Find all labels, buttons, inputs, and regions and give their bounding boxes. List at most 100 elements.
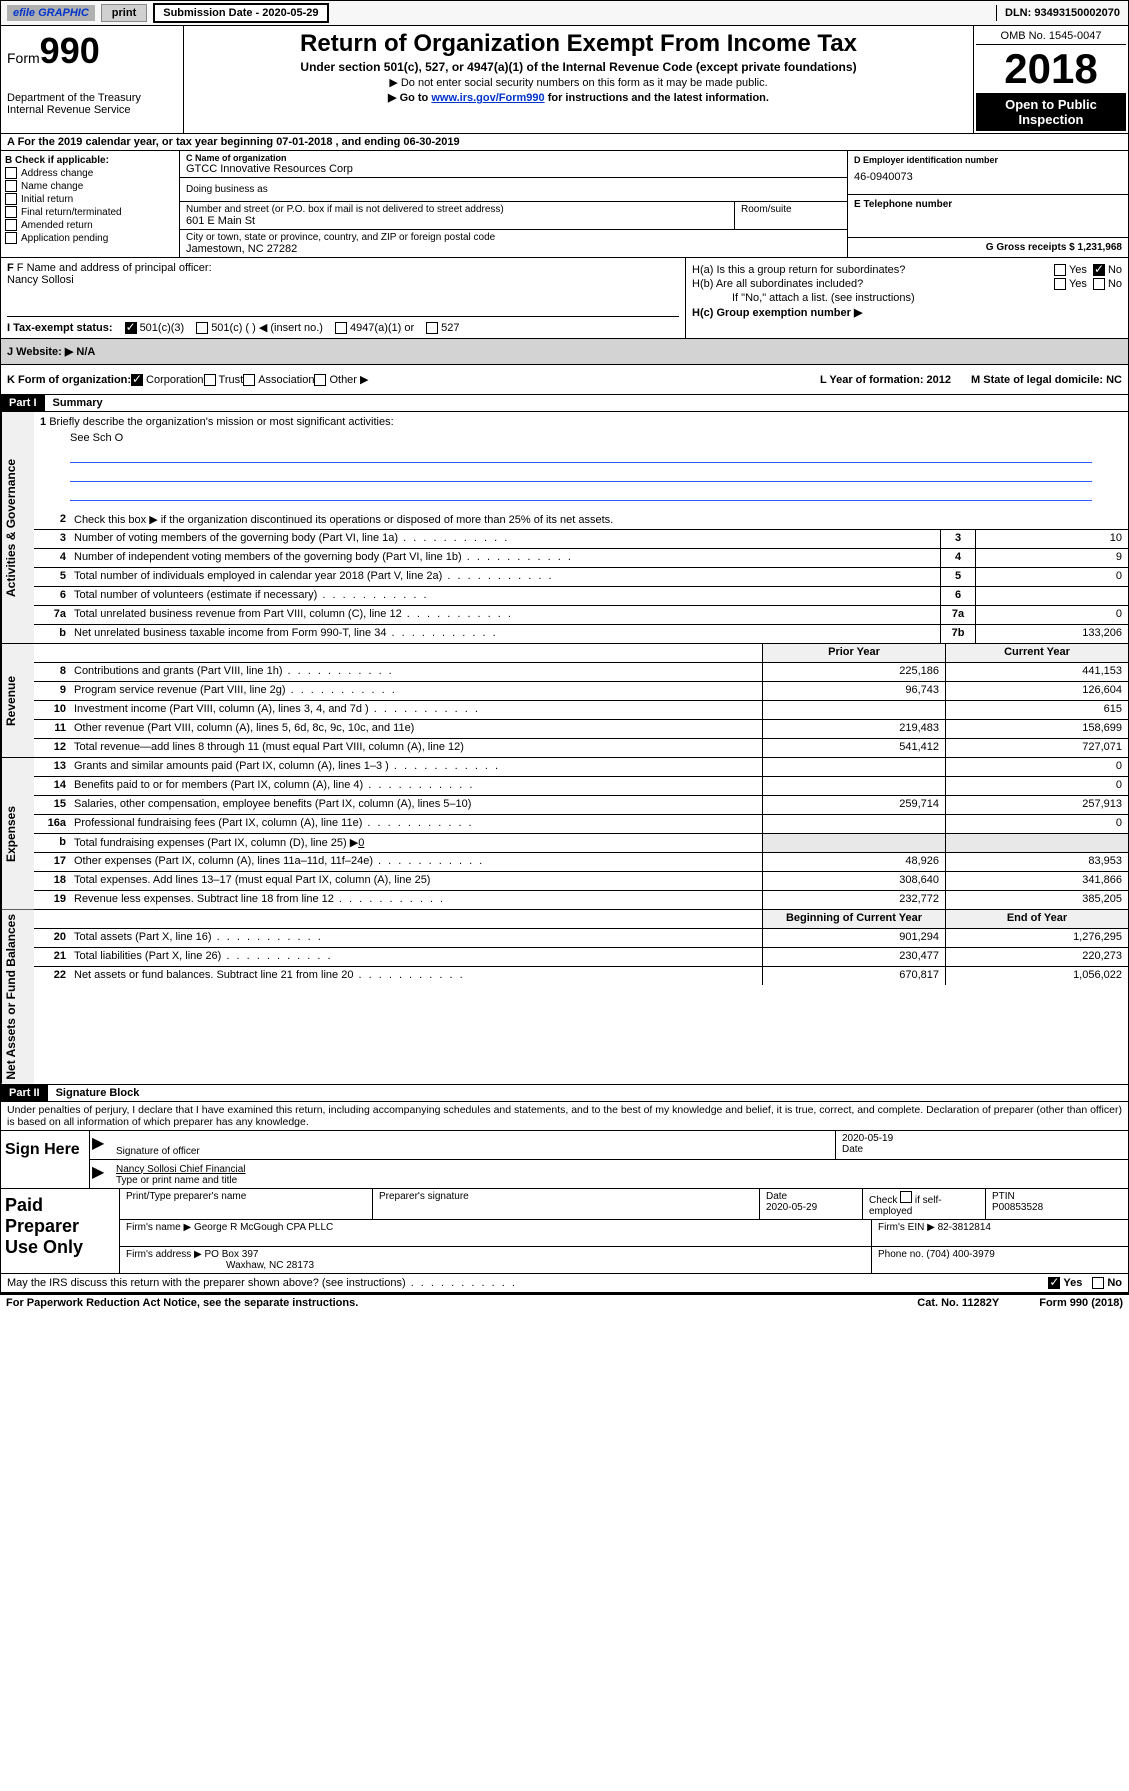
chk-501c3[interactable] [125,322,137,334]
line16b: Total fundraising expenses (Part IX, col… [70,834,762,852]
ein-label: D Employer identification number [854,155,1122,165]
side-governance: Activities & Governance [1,412,34,643]
line21: Total liabilities (Part X, line 26) [70,948,762,966]
year-formation: L Year of formation: 2012 [820,374,951,386]
print-button[interactable]: print [101,4,147,22]
chk-final-return[interactable] [5,206,17,218]
chk-discuss-yes[interactable] [1048,1277,1060,1289]
section-b: B Check if applicable: Address change Na… [1,151,180,257]
prep-date-value: 2020-05-29 [766,1202,856,1213]
line14-prior [762,777,945,795]
chk-discuss-no[interactable] [1092,1277,1104,1289]
hdr-current: Current Year [945,644,1128,662]
chk-name-change[interactable] [5,180,17,192]
section-f: F F Name and address of principal office… [1,258,685,338]
line19: Revenue less expenses. Subtract line 18 … [70,891,762,909]
efile-link[interactable]: efile GRAPHIC [7,5,95,21]
form-title: Return of Organization Exempt From Incom… [190,30,967,58]
chk-amended[interactable] [5,219,17,231]
line12-prior: 541,412 [762,739,945,757]
firm-addr: PO Box 397 [205,1249,259,1260]
line12: Total revenue—add lines 8 through 11 (mu… [70,739,762,757]
form-note2: ▶ Go to www.irs.gov/Form990 for instruct… [190,91,967,104]
line7b-val: 133,206 [975,625,1128,643]
chk-initial-return[interactable] [5,193,17,205]
arrow-icon: ▶ [90,1131,110,1159]
hdr-end: End of Year [945,910,1128,928]
ptin-value: P00853528 [992,1202,1122,1213]
section-c: C Name of organization GTCC Innovative R… [180,151,847,257]
mission-blank-line [70,465,1092,482]
officer-name: Nancy Sollosi [7,274,679,286]
chk-trust[interactable] [204,374,216,386]
chk-self-employed[interactable] [900,1191,912,1203]
irs-label: Internal Revenue Service [7,104,177,116]
line15-prior: 259,714 [762,796,945,814]
chk-app-pending[interactable] [5,232,17,244]
firm-city: Waxhaw, NC 28173 [126,1260,865,1271]
side-expenses: Expenses [1,758,34,909]
sig-officer-label: Signature of officer [116,1146,829,1157]
part2-tag: Part II [1,1085,48,1101]
line2: Check this box ▶ if the organization dis… [70,511,1128,529]
prep-date-label: Date [766,1191,856,1202]
row-a-tax-year: A For the 2019 calendar year, or tax yea… [0,134,1129,151]
line18-current: 341,866 [945,872,1128,890]
paid-prep-label: Paid Preparer Use Only [1,1189,120,1273]
expenses-block: Expenses 13Grants and similar amounts pa… [0,758,1129,910]
line16b-current [945,834,1128,852]
mission-blank-line [70,446,1092,463]
instructions-link[interactable]: www.irs.gov/Form990 [431,92,544,104]
officer-label: F Name and address of principal officer: [17,262,212,274]
form-label: Form [7,50,40,66]
city-value: Jamestown, NC 27282 [186,243,841,255]
chk-assoc[interactable] [243,374,255,386]
chk-501c[interactable] [196,322,208,334]
chk-address-change[interactable] [5,167,17,179]
section-d: D Employer identification number 46-0940… [848,151,1128,195]
department-label: Department of the Treasury [7,92,177,104]
side-netassets: Net Assets or Fund Balances [1,910,34,1084]
line15-current: 257,913 [945,796,1128,814]
line15: Salaries, other compensation, employee b… [70,796,762,814]
line17-prior: 48,926 [762,853,945,871]
chk-hb-yes[interactable] [1054,278,1066,290]
dln-number: DLN: 93493150002070 [996,5,1128,21]
open-public-badge: Open to Public Inspection [976,93,1126,131]
firm-phone: Phone no. (704) 400-3979 [872,1247,1128,1273]
chk-ha-no[interactable] [1093,264,1105,276]
arrow-icon: ▶ [90,1160,110,1188]
hb-note: If "No," attach a list. (see instruction… [692,292,1122,304]
section-h: H(a) Is this a group return for subordin… [685,258,1128,338]
gross-receipts: G Gross receipts $ 1,231,968 [986,242,1122,253]
org-name: GTCC Innovative Resources Corp [186,163,841,175]
line7a-val: 0 [975,606,1128,624]
hdr-begin: Beginning of Current Year [762,910,945,928]
section-b-header: B Check if applicable: [5,155,109,166]
telephone-label: E Telephone number [848,195,1128,239]
line22-end: 1,056,022 [945,967,1128,985]
chk-corp[interactable] [131,374,143,386]
entity-info-section: B Check if applicable: Address change Na… [0,151,1129,258]
line5: Total number of individuals employed in … [70,568,940,586]
chk-other[interactable] [314,374,326,386]
org-name-label: C Name of organization [186,153,841,163]
chk-ha-yes[interactable] [1054,264,1066,276]
city-label: City or town, state or province, country… [186,232,841,243]
omb-number: OMB No. 1545-0047 [976,28,1126,45]
line12-current: 727,071 [945,739,1128,757]
line17-current: 83,953 [945,853,1128,871]
chk-hb-no[interactable] [1093,278,1105,290]
line9-prior: 96,743 [762,682,945,700]
chk-4947[interactable] [335,322,347,334]
line7a: Total unrelated business revenue from Pa… [70,606,940,624]
ha-label: H(a) Is this a group return for subordin… [692,264,1048,276]
firm-name-value: George R McGough CPA PLLC [194,1222,333,1233]
sig-date-value: 2020-05-19 [842,1133,1122,1144]
prep-sig-label: Preparer's signature [373,1189,760,1219]
governance-block: Activities & Governance 1 Briefly descri… [0,412,1129,644]
prep-selfemp: Check if self-employed [869,1195,942,1217]
line14: Benefits paid to or for members (Part IX… [70,777,762,795]
chk-527[interactable] [426,322,438,334]
line6: Total number of volunteers (estimate if … [70,587,940,605]
